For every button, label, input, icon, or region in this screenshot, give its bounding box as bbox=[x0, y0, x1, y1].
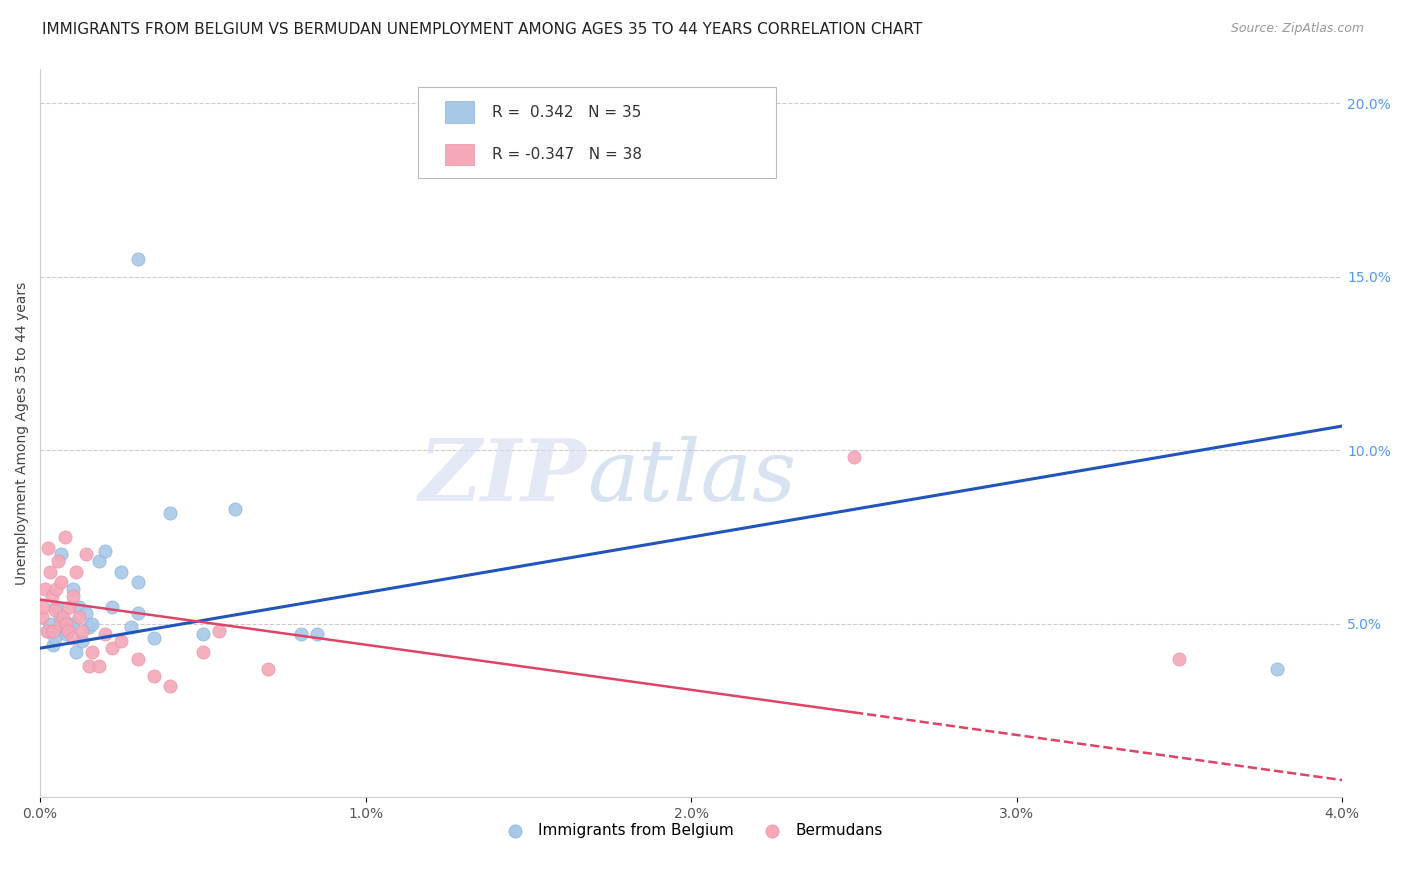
Point bbox=[48, 610, 70, 624]
Point bbox=[127, 607, 149, 621]
Point bbox=[34, 582, 56, 597]
Point bbox=[127, 575, 149, 590]
Text: atlas: atlas bbox=[588, 435, 796, 518]
Point bbox=[224, 502, 246, 516]
Point bbox=[1168, 651, 1191, 665]
Point bbox=[42, 624, 65, 638]
Point bbox=[44, 603, 66, 617]
Point bbox=[56, 624, 79, 638]
Point bbox=[191, 645, 214, 659]
Text: IMMIGRANTS FROM BELGIUM VS BERMUDAN UNEMPLOYMENT AMONG AGES 35 TO 44 YEARS CORRE: IMMIGRANTS FROM BELGIUM VS BERMUDAN UNEM… bbox=[42, 22, 922, 37]
Point bbox=[110, 634, 132, 648]
Point bbox=[37, 541, 59, 555]
Point bbox=[31, 610, 53, 624]
Point bbox=[37, 624, 59, 638]
Text: R = -0.347   N = 38: R = -0.347 N = 38 bbox=[492, 147, 643, 162]
Point bbox=[51, 575, 73, 590]
Point bbox=[45, 582, 67, 597]
Point bbox=[100, 599, 122, 614]
Point bbox=[100, 641, 122, 656]
Point bbox=[159, 506, 181, 520]
Point bbox=[48, 616, 70, 631]
Point bbox=[87, 658, 110, 673]
Point bbox=[87, 554, 110, 568]
Point bbox=[419, 148, 441, 162]
Point bbox=[55, 616, 77, 631]
Point bbox=[290, 627, 312, 641]
Point bbox=[32, 599, 55, 614]
Point bbox=[67, 599, 90, 614]
Point bbox=[51, 548, 73, 562]
Point bbox=[45, 599, 67, 614]
Y-axis label: Unemployment Among Ages 35 to 44 years: Unemployment Among Ages 35 to 44 years bbox=[15, 281, 30, 584]
Point bbox=[82, 616, 104, 631]
Point bbox=[65, 565, 87, 579]
Point bbox=[58, 599, 80, 614]
Point bbox=[517, 148, 540, 162]
Text: R =  0.342   N = 35: R = 0.342 N = 35 bbox=[492, 104, 641, 120]
Point bbox=[305, 627, 328, 641]
Text: ZIP: ZIP bbox=[419, 435, 588, 518]
Point bbox=[257, 662, 280, 676]
Point bbox=[38, 565, 60, 579]
Point bbox=[110, 565, 132, 579]
Point bbox=[44, 631, 66, 645]
Point bbox=[94, 544, 117, 558]
Point bbox=[75, 548, 97, 562]
Point bbox=[191, 627, 214, 641]
Point bbox=[46, 554, 69, 568]
FancyBboxPatch shape bbox=[418, 87, 776, 178]
Point bbox=[53, 530, 76, 544]
Point bbox=[62, 582, 84, 597]
Point bbox=[62, 631, 84, 645]
Point bbox=[77, 658, 100, 673]
Point bbox=[53, 624, 76, 638]
Point bbox=[77, 620, 100, 634]
Point bbox=[52, 616, 75, 631]
Point bbox=[75, 607, 97, 621]
FancyBboxPatch shape bbox=[446, 102, 474, 123]
Point bbox=[127, 252, 149, 267]
FancyBboxPatch shape bbox=[446, 144, 474, 166]
Point bbox=[143, 669, 166, 683]
Point bbox=[62, 616, 84, 631]
Point bbox=[143, 631, 166, 645]
Point bbox=[94, 627, 117, 641]
Point bbox=[41, 589, 63, 603]
Legend: Immigrants from Belgium, Bermudans: Immigrants from Belgium, Bermudans bbox=[494, 817, 889, 845]
Point bbox=[1265, 662, 1288, 676]
Point bbox=[67, 610, 90, 624]
Point bbox=[62, 589, 84, 603]
Text: Source: ZipAtlas.com: Source: ZipAtlas.com bbox=[1230, 22, 1364, 36]
Point bbox=[52, 610, 75, 624]
Point bbox=[35, 624, 58, 638]
Point bbox=[82, 645, 104, 659]
Point bbox=[159, 679, 181, 693]
Point bbox=[72, 624, 94, 638]
Point bbox=[72, 634, 94, 648]
Point bbox=[38, 616, 60, 631]
Point bbox=[55, 627, 77, 641]
Point bbox=[208, 624, 231, 638]
Point bbox=[842, 450, 865, 465]
Point bbox=[120, 620, 142, 634]
Point bbox=[42, 638, 65, 652]
Point bbox=[58, 616, 80, 631]
Point bbox=[65, 645, 87, 659]
Point bbox=[127, 651, 149, 665]
